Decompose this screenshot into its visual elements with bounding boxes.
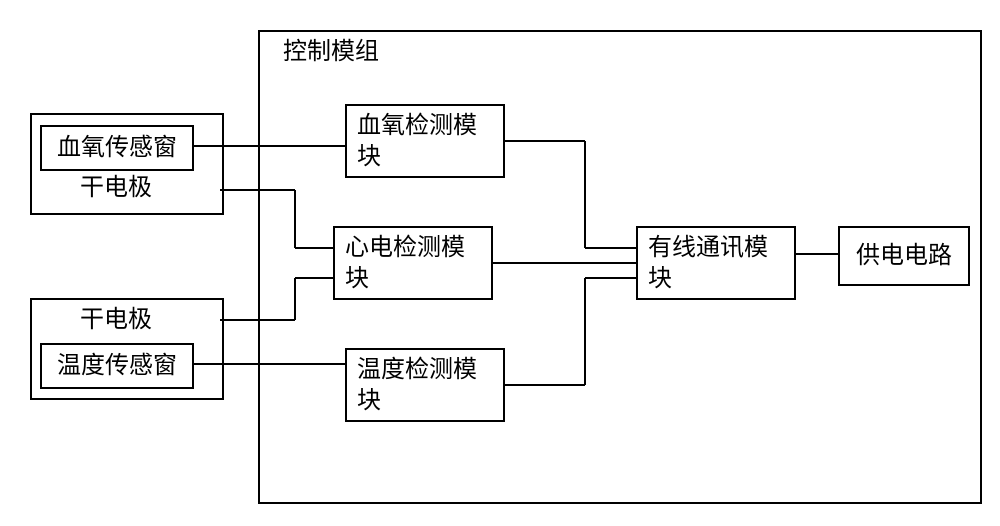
ecg-detection-module-label: 心电检测模块 (345, 232, 465, 294)
ecg-detection-module: 心电检测模块 (333, 226, 493, 300)
temp-sensor-window-label: 温度传感窗 (57, 350, 177, 381)
wired-comm-module: 有线通讯模块 (636, 226, 796, 300)
temp-sensor-window: 温度传感窗 (40, 343, 194, 389)
wired-comm-module-label: 有线通讯模块 (648, 232, 768, 294)
power-supply-circuit-label: 供电电路 (856, 240, 952, 271)
spo2-sensor-window: 血氧传感窗 (40, 125, 194, 171)
dry-electrode-bottom-label: 干电极 (80, 306, 152, 335)
dry-electrode-top-label: 干电极 (80, 174, 152, 203)
spo2-detection-module-label: 血氧检测模块 (357, 110, 477, 172)
temp-detection-module: 温度检测模块 (345, 348, 505, 422)
control-module-title: 控制模组 (283, 38, 379, 67)
spo2-sensor-window-label: 血氧传感窗 (57, 132, 177, 163)
spo2-detection-module: 血氧检测模块 (345, 104, 505, 178)
power-supply-circuit: 供电电路 (838, 226, 970, 286)
temp-detection-module-label: 温度检测模块 (357, 354, 477, 416)
